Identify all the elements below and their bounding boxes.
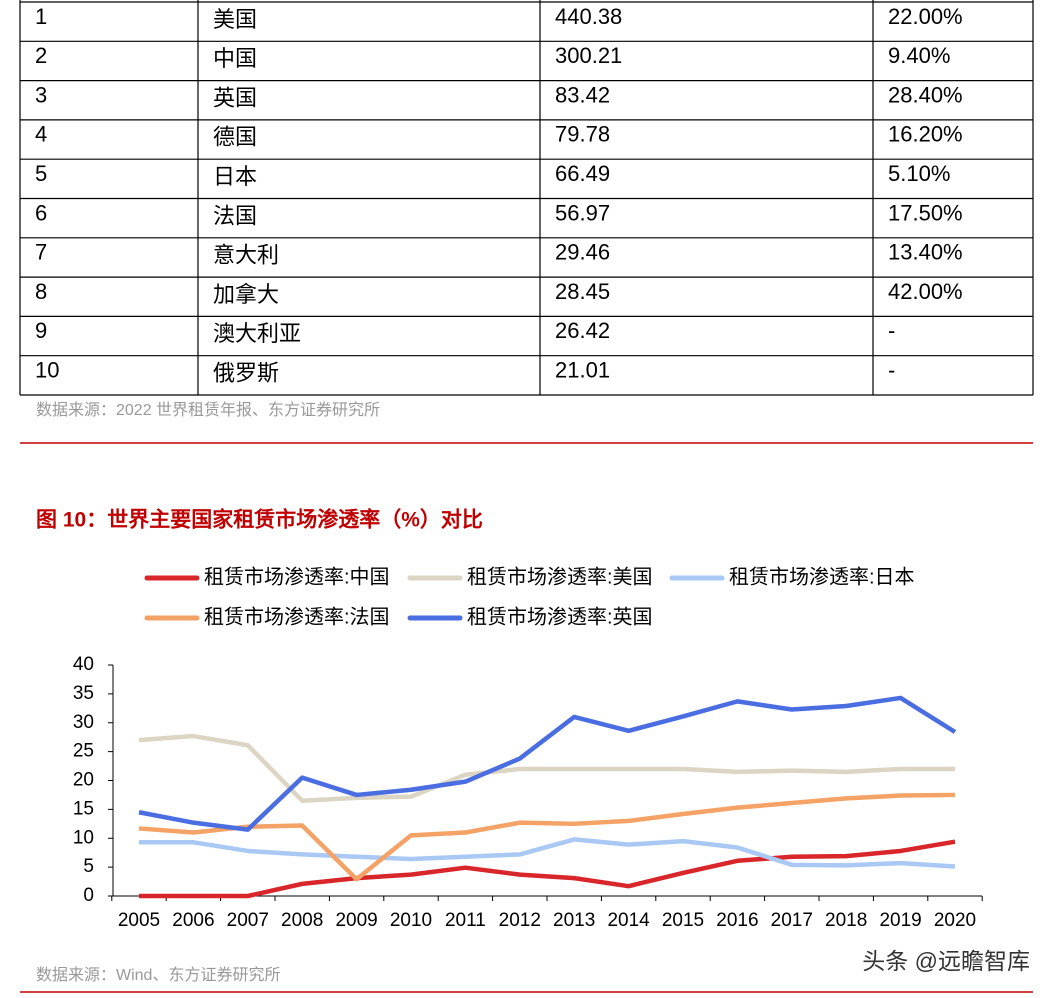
chart-source: 数据来源：Wind、东方证券研究所 [36, 966, 280, 984]
y-tick-label: 40 [73, 654, 94, 675]
table-cell: 29.46 [555, 240, 610, 265]
table-cell: 26.42 [555, 318, 610, 343]
table-cell: 28.40% [888, 82, 963, 107]
y-tick-label: 25 [73, 741, 94, 762]
table-cell: 澳大利亚 [213, 321, 301, 346]
y-tick-label: 0 [83, 885, 94, 906]
table-cell: 13.40% [888, 240, 963, 265]
table-cell: 3 [35, 82, 47, 107]
line-series [139, 839, 956, 899]
table-cell: 10 [35, 358, 59, 383]
legend-label: 租赁市场渗透率:中国 [204, 565, 390, 588]
table-cell: 2 [35, 43, 47, 68]
legend-label: 租赁市场渗透率:日本 [729, 565, 915, 588]
table-cell: 300.21 [555, 43, 622, 68]
table-source: 数据来源：2022 世界租赁年报、东方证券研究所 [36, 401, 380, 419]
x-tick-label: 2007 [227, 910, 269, 931]
table-cell: 17.50% [888, 200, 963, 225]
y-tick-label: 15 [73, 798, 94, 819]
x-tick-label: 2012 [499, 910, 541, 931]
x-tick-label: 2015 [662, 910, 704, 931]
table-cell: 日本 [213, 164, 257, 189]
table-cell: 6 [35, 200, 47, 225]
table-cell: 16.20% [888, 122, 963, 147]
table-cell: 5 [35, 161, 47, 186]
table-cell: - [888, 358, 895, 383]
table-cell: 56.97 [555, 200, 610, 225]
table-cell: - [888, 318, 895, 343]
x-tick-label: 2016 [716, 910, 758, 931]
x-tick-label: 2013 [553, 910, 595, 931]
figure-title: 图 10：世界主要国家租赁市场渗透率（%）对比 [36, 508, 483, 532]
table-cell: 28.45 [555, 279, 610, 304]
x-tick-label: 2008 [281, 910, 323, 931]
table-cell: 中国 [213, 46, 257, 71]
line-series [138, 792, 956, 882]
table-cell: 22.00% [888, 4, 963, 29]
table-cell: 英国 [213, 85, 257, 110]
legend-label: 租赁市场渗透率:英国 [467, 605, 653, 628]
table-cell: 法国 [213, 203, 257, 228]
table-cell: 440.38 [555, 4, 622, 29]
line-series [138, 733, 955, 803]
x-tick-label: 2020 [934, 910, 976, 931]
table-cell: 8 [35, 279, 47, 304]
table-cell: 美国 [213, 7, 257, 32]
table-cell: 42.00% [888, 279, 963, 304]
table-cell: 俄罗斯 [213, 361, 279, 386]
table-cell: 意大利 [213, 243, 279, 268]
y-tick-label: 30 [73, 712, 94, 733]
table-cell: 9 [35, 318, 47, 343]
table-cell: 83.42 [555, 82, 610, 107]
x-tick-label: 2018 [825, 910, 867, 931]
y-tick-label: 10 [73, 827, 94, 848]
x-tick-label: 2010 [390, 910, 432, 931]
x-tick-label: 2019 [879, 910, 921, 931]
legend-label: 租赁市场渗透率:美国 [467, 565, 653, 588]
y-tick-label: 35 [73, 683, 94, 704]
y-tick-label: 5 [83, 856, 94, 877]
line-series [138, 695, 957, 832]
x-tick-label: 2005 [118, 910, 160, 931]
table-cell: 7 [35, 240, 47, 265]
table-cell: 21.01 [555, 358, 610, 383]
watermark: 头条 @远瞻智库 [862, 948, 1030, 974]
table-cell: 1 [35, 4, 47, 29]
table-cell: 5.10% [888, 161, 950, 186]
y-tick-label: 20 [73, 770, 94, 791]
x-tick-label: 2006 [172, 910, 214, 931]
table-cell: 9.40% [888, 43, 950, 68]
table-cell: 德国 [213, 125, 257, 150]
table-cell: 66.49 [555, 161, 610, 186]
table-cell: 4 [35, 122, 47, 147]
x-tick-label: 2017 [771, 910, 813, 931]
x-tick-label: 2011 [445, 910, 486, 931]
table-cell: 加拿大 [213, 282, 279, 307]
x-tick-label: 2014 [607, 910, 650, 931]
x-tick-label: 2009 [335, 910, 377, 931]
line-series [139, 837, 956, 869]
legend-label: 租赁市场渗透率:法国 [204, 605, 390, 628]
table-cell: 79.78 [555, 122, 610, 147]
